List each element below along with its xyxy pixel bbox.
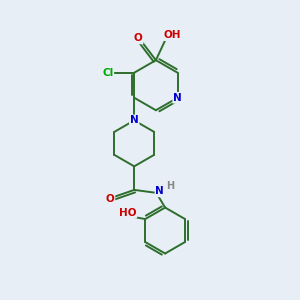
Text: N: N — [155, 186, 164, 197]
Text: Cl: Cl — [102, 68, 113, 78]
Text: H: H — [167, 182, 175, 191]
Text: O: O — [106, 194, 114, 204]
Text: N: N — [173, 93, 182, 103]
Text: N: N — [130, 116, 139, 125]
Text: OH: OH — [164, 30, 182, 40]
Text: HO: HO — [119, 208, 136, 218]
Text: O: O — [134, 33, 142, 43]
